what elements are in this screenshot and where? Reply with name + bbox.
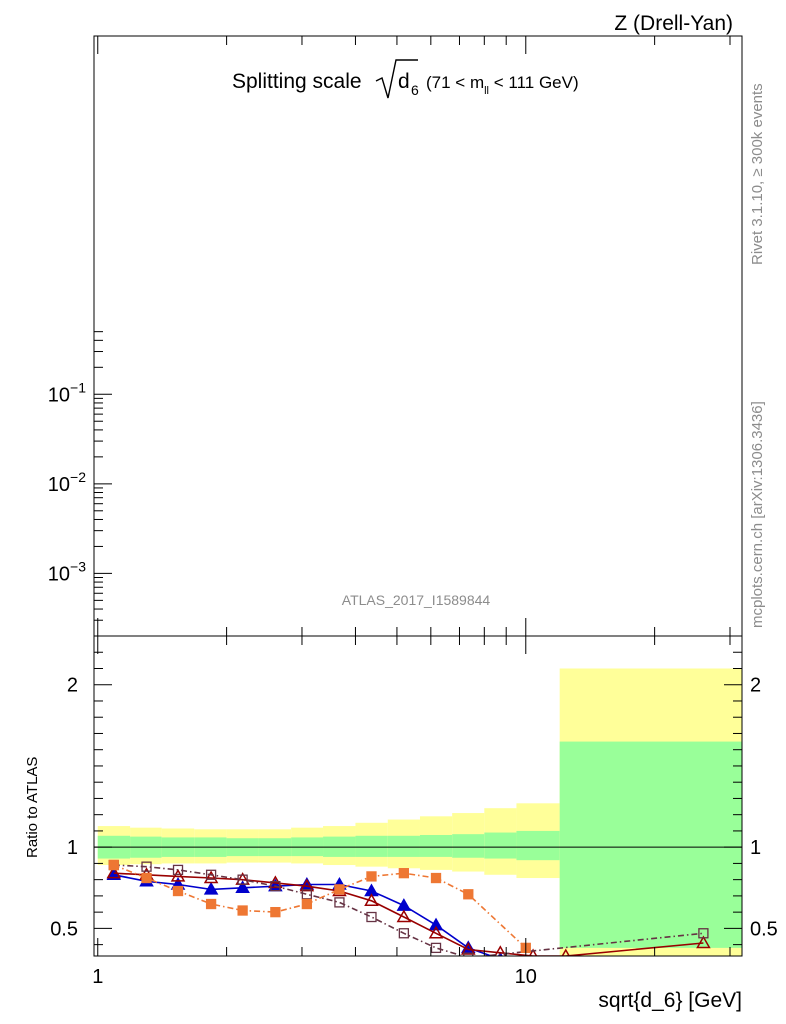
analysis-id: ATLAS_2017_I1589844 — [342, 592, 491, 608]
main-y-tick-label: 10−3 — [48, 558, 86, 585]
data-point — [235, 880, 250, 894]
uncertainty-bands — [97, 668, 742, 956]
ratio-panel-frame — [93, 635, 743, 957]
data-point — [172, 885, 184, 897]
series-line — [113, 872, 704, 956]
data-point — [172, 864, 184, 876]
main-panel-frame — [93, 35, 743, 637]
data-point — [301, 889, 313, 900]
data-point — [463, 889, 474, 900]
inner-band-bin — [355, 835, 388, 857]
data-point — [696, 935, 711, 949]
data-point — [461, 941, 476, 955]
inner-band-bin — [559, 741, 742, 948]
data-point — [270, 881, 281, 892]
data-point — [428, 925, 444, 939]
ratio-y-axis-label: Ratio to ATLAS — [24, 757, 41, 858]
plot-title-main: Splitting scale — [232, 70, 362, 93]
ratio-y-tick-label-right: 1 — [750, 837, 761, 859]
ratio-panel: 0.5 0.5 1 1 2 2 1 10 — [50, 635, 778, 988]
data-point — [398, 928, 410, 939]
data-point — [301, 898, 313, 910]
data-point — [141, 872, 152, 884]
main-y-tick-labels: 10−1 10−2 10−3 — [48, 379, 86, 585]
ratio-axis-ticks — [94, 636, 742, 956]
series-0 — [106, 867, 503, 956]
inner-band-bin — [484, 832, 517, 859]
plot-title-variable: d — [398, 70, 410, 93]
ratio-y-tick-label: 1 — [67, 837, 78, 859]
data-point — [334, 897, 345, 908]
data-point — [205, 898, 217, 910]
data-point — [396, 898, 412, 911]
data-point — [141, 861, 152, 872]
process-label: Z (Drell-Yan) — [614, 12, 733, 35]
data-point — [396, 909, 412, 923]
data-point — [108, 859, 119, 871]
data-point — [698, 928, 709, 939]
data-point — [366, 911, 377, 923]
series-line — [113, 864, 704, 956]
ratio-y-tick-label-right: 0.5 — [750, 918, 778, 940]
sqrt-symbol — [375, 59, 418, 99]
data-point — [170, 868, 186, 882]
data-point — [428, 917, 444, 931]
series-2 — [108, 859, 709, 956]
x-axis-label: sqrt{d_6} [GeV] — [598, 989, 742, 1012]
data-point — [494, 945, 507, 956]
mcplots-credit-label: mcplots.cern.ch [arXiv:1306.3436] — [749, 401, 766, 628]
ratio-y-tick-label-right: 2 — [750, 675, 761, 697]
data-point — [334, 884, 345, 895]
x-tick-label: 10 — [515, 966, 537, 988]
ratio-series — [106, 859, 711, 956]
data-point — [106, 865, 122, 879]
data-point — [203, 870, 219, 884]
data-point — [561, 948, 571, 956]
plot-title-variable-index: 6 — [411, 82, 419, 98]
data-point — [528, 948, 538, 956]
ratio-y-tick-label: 2 — [67, 675, 78, 697]
main-panel: 10−1 10−2 10−3 — [48, 35, 743, 637]
data-point — [299, 878, 315, 892]
series-line — [113, 864, 527, 949]
data-point — [366, 871, 377, 882]
ratio-tick-labels: 0.5 0.5 1 1 2 2 1 10 — [50, 675, 778, 988]
data-point — [270, 906, 281, 918]
inner-band-bin — [452, 834, 485, 858]
data-point — [237, 905, 248, 916]
main-y-tick-label: 10−1 — [48, 379, 86, 406]
rivet-version-label: Rivet 3.1.10, ≥ 300k events — [749, 83, 766, 265]
inner-band-bin — [387, 835, 420, 857]
data-point — [364, 893, 379, 907]
data-point — [430, 942, 442, 954]
data-point — [430, 872, 442, 884]
data-point — [205, 869, 217, 880]
data-point — [237, 874, 248, 885]
plot-title-cut: (71 < mll < 111 GeV) — [426, 73, 579, 97]
ratio-y-tick-label: 0.5 — [50, 918, 78, 940]
data-point — [203, 881, 219, 895]
main-axis-ticks — [94, 36, 731, 637]
inner-band-bin — [516, 830, 560, 861]
data-point — [463, 952, 474, 956]
inner-band-bin — [419, 834, 453, 857]
main-y-tick-label: 10−2 — [48, 469, 86, 496]
x-tick-label: 1 — [92, 966, 103, 988]
data-point — [398, 868, 410, 879]
series-3 — [108, 859, 531, 954]
